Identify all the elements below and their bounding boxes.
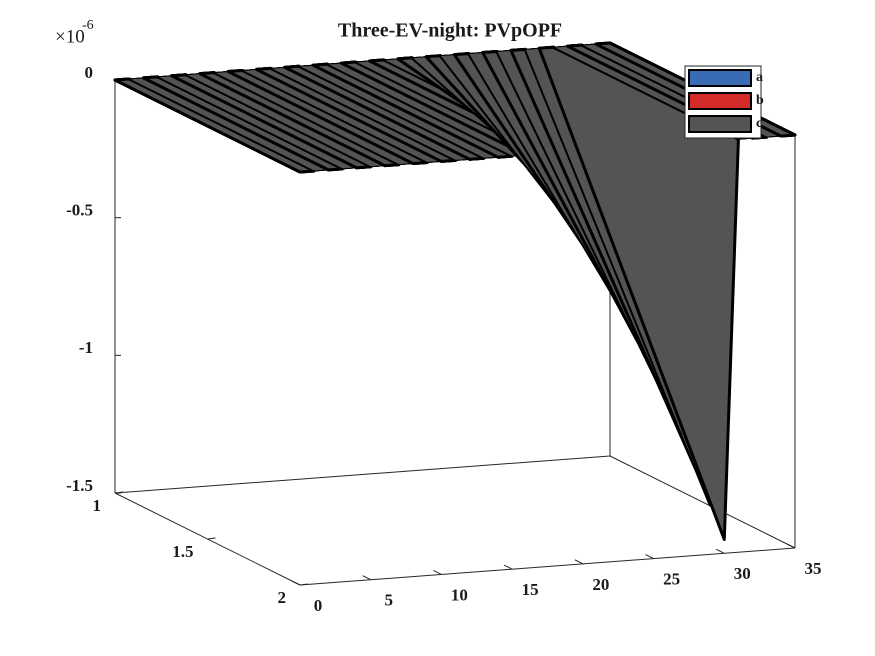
legend-swatch: [688, 69, 752, 87]
legend-swatch: [688, 115, 752, 133]
z-tick-label: -1: [79, 338, 93, 357]
axis-line: [609, 455, 796, 549]
y-tick: [114, 491, 124, 494]
x-tick-label: 35: [805, 559, 822, 578]
legend: abc: [684, 65, 764, 139]
x-tick: [574, 559, 584, 565]
x-tick-label: 10: [451, 585, 468, 604]
x-tick: [362, 575, 371, 581]
z-multiplier-base: ×10: [55, 26, 85, 47]
axis-line: [299, 547, 796, 586]
axis-line: [114, 455, 611, 494]
x-tick: [645, 554, 654, 560]
x-tick-label: 5: [384, 591, 393, 610]
z-multiplier-exponent: -6: [82, 18, 94, 33]
chart-title: Three-EV-night: PVpOPF: [338, 20, 562, 42]
x-tick: [291, 580, 301, 586]
legend-label: c: [756, 116, 762, 131]
legend-label: a: [756, 70, 763, 85]
x-tick-label: 20: [592, 575, 609, 594]
x-tick-label: 0: [314, 596, 323, 615]
x-tick-label: 30: [734, 564, 751, 583]
y-tick-label: 2: [278, 588, 287, 607]
x-tick: [503, 564, 513, 570]
y-tick-label: 1: [93, 496, 102, 515]
z-tick-label: -1.5: [66, 476, 93, 495]
z-tick-label: -0.5: [66, 201, 93, 220]
y-tick-label: 1.5: [172, 542, 193, 561]
z-tick-label: 0: [85, 63, 94, 82]
x-tick-label: 15: [522, 580, 539, 599]
x-tick: [716, 548, 725, 554]
y-tick: [207, 537, 216, 540]
x-tick: [433, 569, 442, 575]
y-tick: [299, 583, 309, 586]
legend-swatch: [688, 92, 752, 110]
x-tick-label: 25: [663, 569, 680, 588]
legend-label: b: [756, 93, 764, 108]
x-tick: [786, 543, 796, 549]
